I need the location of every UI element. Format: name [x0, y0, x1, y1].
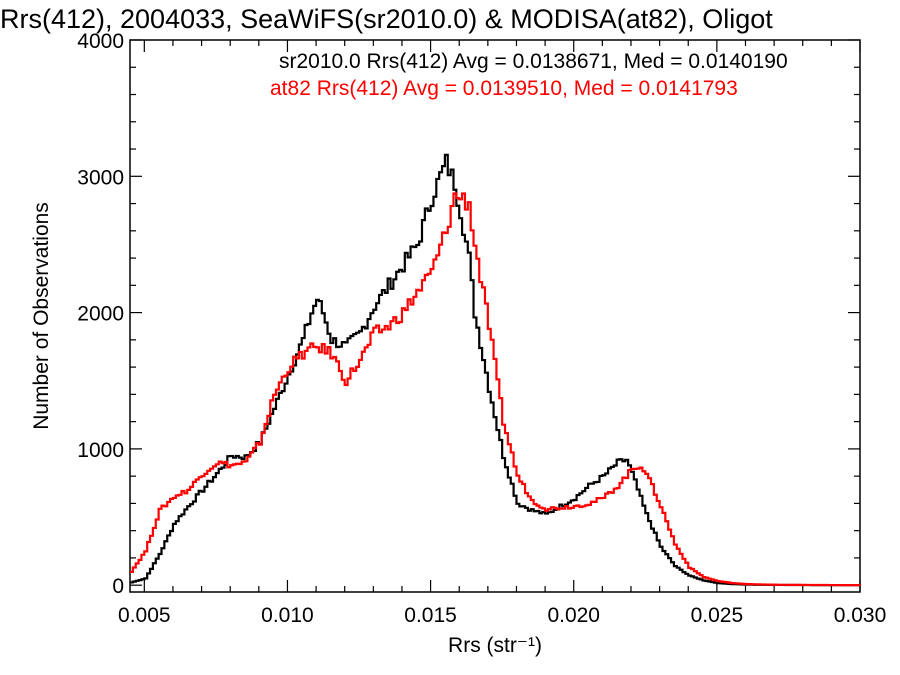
- y-axis-label: Number of Observations: [30, 202, 53, 430]
- x-tick-label: 0.010: [261, 604, 314, 627]
- x-tick-label: 0.030: [834, 604, 887, 627]
- y-axis: 0 1000 2000 3000 4000: [77, 30, 860, 598]
- annotation-at82: at82 Rrs(412) Avg = 0.0139510, Med = 0.0…: [270, 77, 738, 100]
- series-sr2010-line: [130, 153, 860, 587]
- plot-area: 0.005 0.010 0.015 0.020 0.025 0.030 0 1000 2000…: [77, 30, 886, 627]
- x-axis: 0.005 0.010 0.015 0.020 0.025 0.030: [118, 40, 886, 627]
- plot-frame: [129, 39, 861, 593]
- series-layer: [130, 153, 862, 587]
- y-tick-label: 4000: [77, 30, 124, 53]
- y-tick-label: 3000: [77, 166, 124, 189]
- x-tick-label: 0.005: [118, 604, 171, 627]
- x-tick-label: 0.020: [547, 604, 600, 627]
- series-at82-line: [130, 192, 862, 587]
- y-tick-label: 1000: [77, 439, 124, 462]
- y-tick-label: 2000: [77, 303, 124, 326]
- x-axis-label: Rrs (str⁻¹): [448, 634, 542, 657]
- annotation-sr2010: sr2010.0 Rrs(412) Avg = 0.0138671, Med =…: [279, 50, 788, 73]
- chart-title: Rrs(412), 2004033, SeaWiFS(sr2010.0) & M…: [0, 4, 773, 34]
- x-tick-label: 0.015: [404, 604, 457, 627]
- y-tick-label: 0: [112, 575, 124, 598]
- x-tick-label: 0.025: [691, 604, 744, 627]
